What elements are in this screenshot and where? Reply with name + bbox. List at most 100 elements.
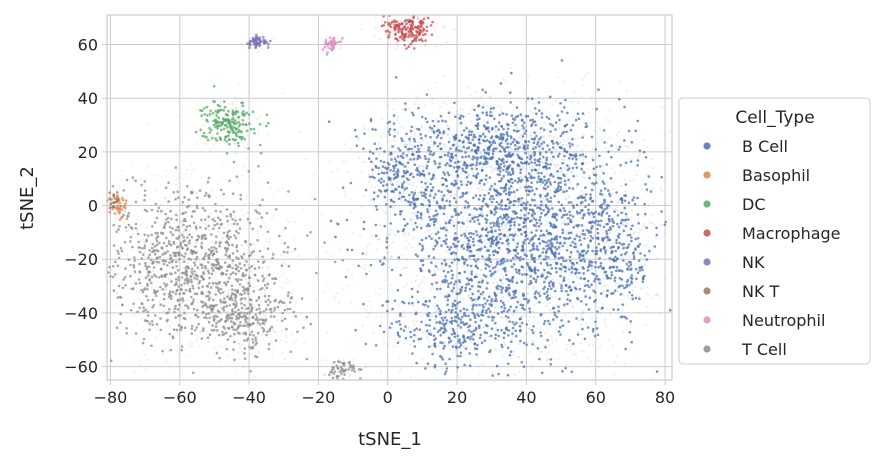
point-haze [367,311,370,315]
point-haze [408,140,411,143]
point [443,259,446,262]
point [362,220,366,224]
point [446,189,450,192]
point-haze [159,212,162,215]
point-haze [448,129,451,132]
point-haze [460,176,463,180]
point-haze [511,314,514,317]
point-haze [425,136,428,139]
point-haze [437,267,440,270]
point-haze [476,356,480,359]
point [442,212,446,216]
point [539,313,543,316]
point [561,161,564,165]
point-haze [262,147,265,150]
point-haze [317,339,321,343]
point-haze [601,178,605,181]
point-haze [389,42,392,45]
point [610,144,613,147]
point-haze [537,168,540,171]
point-haze [571,208,574,211]
point-haze [501,316,504,319]
point-haze [530,151,533,154]
point-haze [169,325,172,328]
point-haze [622,211,625,214]
point [575,203,579,207]
point-haze [114,216,117,219]
point-haze [179,138,182,141]
point-haze [507,149,510,152]
point [520,265,523,268]
point-haze [409,219,412,222]
point-haze [512,350,515,354]
point [571,240,575,244]
point-haze [546,128,549,131]
point [469,264,473,268]
point-haze [257,350,261,353]
point-haze [469,361,472,364]
point [629,160,633,163]
point-haze [570,100,574,103]
point-haze [530,143,533,146]
point-haze [644,264,647,267]
point-haze [500,336,503,339]
point-haze [446,278,449,281]
point-haze [546,328,550,331]
point [362,302,365,306]
point [568,299,572,303]
point-haze [537,221,541,224]
point [540,334,543,338]
point-haze [510,338,513,341]
point-haze [256,335,259,338]
point-haze [525,314,528,317]
point-haze [247,245,251,248]
point-haze [565,363,568,366]
point-haze [328,160,332,163]
point [411,111,414,115]
point [532,277,535,280]
point [434,265,438,268]
point [487,249,491,252]
point-haze [466,173,470,176]
point-haze [364,366,367,369]
point-haze [415,96,419,99]
point-haze [532,310,535,313]
point-haze [543,344,546,347]
point-haze [361,324,364,327]
point-haze [582,193,585,196]
point-haze [207,340,210,343]
point [420,269,423,273]
point-haze [212,284,215,287]
point-haze [390,30,394,33]
point-haze [168,366,172,369]
point-haze [398,122,401,125]
point-haze [570,170,573,173]
point-haze [374,292,377,295]
point-haze [397,120,400,123]
point [638,149,642,152]
point-haze [445,250,448,253]
point [558,325,562,329]
point-haze [482,363,485,366]
point-haze [668,130,672,133]
point-haze [130,162,133,165]
point [499,232,503,236]
point-haze [318,36,322,39]
point-haze [569,165,572,168]
point-haze [383,288,386,291]
point-haze [245,194,249,197]
point-haze [566,232,569,235]
point-haze [196,311,199,314]
point-haze [371,172,374,175]
point-haze [646,190,649,193]
point [546,185,550,189]
point-haze [383,263,387,267]
point [608,192,611,196]
point [569,201,573,204]
point-haze [479,269,482,272]
point [555,241,559,244]
point-haze [564,198,567,201]
point-haze [608,136,612,140]
point-haze [612,188,615,191]
point-haze [558,290,561,293]
